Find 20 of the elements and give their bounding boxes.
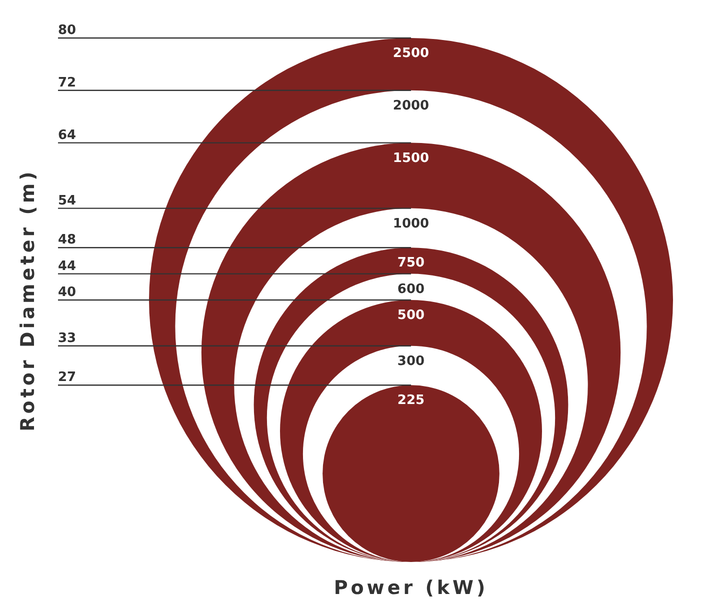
data-label: 72 bbox=[58, 75, 76, 90]
category-label: 2000 bbox=[392, 98, 430, 114]
data-label: 54 bbox=[58, 193, 76, 208]
data-label: 33 bbox=[58, 330, 76, 346]
data-label: 80 bbox=[58, 23, 76, 38]
data-label: 64 bbox=[58, 128, 76, 143]
data-label: 44 bbox=[58, 258, 76, 274]
category-label: 2500 bbox=[392, 46, 430, 61]
category-label: 600 bbox=[397, 282, 425, 297]
text: Power (kW) bbox=[334, 577, 488, 599]
text: Rotor Diameter (m) bbox=[17, 168, 39, 432]
category-label: 300 bbox=[397, 354, 425, 369]
category-label: 225 bbox=[397, 393, 425, 408]
data-label: 40 bbox=[58, 285, 76, 300]
category-label: 500 bbox=[397, 308, 425, 323]
category-label: 1000 bbox=[392, 216, 430, 232]
category-label: 750 bbox=[397, 256, 425, 271]
data-label: 48 bbox=[58, 232, 76, 248]
data-label: 27 bbox=[58, 370, 76, 386]
category-label: 1500 bbox=[392, 150, 430, 166]
